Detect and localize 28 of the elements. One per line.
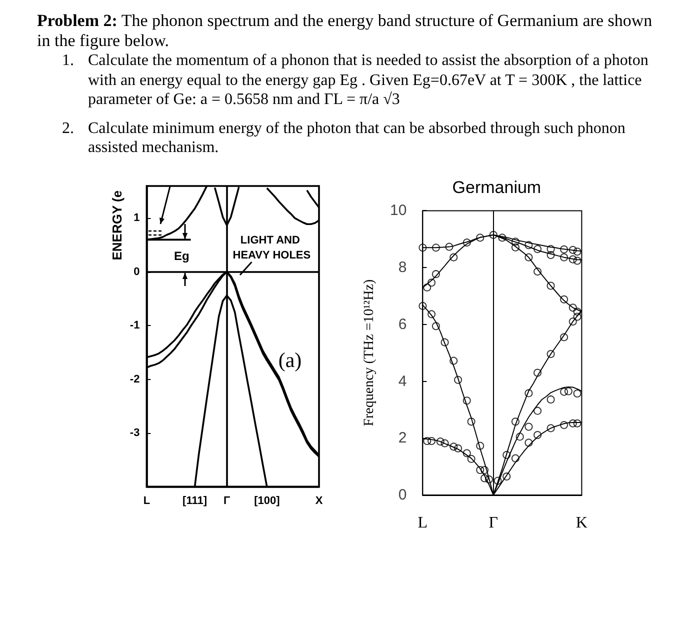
- text: Problem 2: The phonon spectrum and the energy band structure of Germanium are shown in the figure below.: [37, 11, 654, 51]
- y-tick-label: -3: [130, 427, 140, 440]
- y-tick-label: 2: [398, 430, 407, 447]
- x-tick-label: Γ: [488, 514, 498, 532]
- text: 2. Calculate minimum energy of the photon that can be absorbed through such phonon assisted mechanism.: [61, 118, 626, 158]
- annotation: LIGHT AND HEAVY HOLES: [232, 234, 311, 262]
- y-tick-label: 4: [398, 372, 407, 390]
- annotation: Eg: [174, 249, 190, 263]
- y-tick-label: 10: [390, 202, 407, 220]
- x-tick-label: L: [143, 495, 150, 508]
- y-axis-title: ENERGY (e: [110, 190, 125, 260]
- x-tick-label: L: [418, 514, 428, 532]
- y-tick-label: 8: [398, 259, 407, 276]
- text: 1. Calculate the momentum of a phonon that is needed to assist the absorption of a photon with an energy equal to the energy gap Eg . Given Eg=0.67eV at T = 300K , the lattice parameter of Ge: a = 0.5658 nm and ΓL = π/a √3: [61, 51, 650, 110]
- x-tick-label: Γ: [224, 495, 231, 508]
- y-tick-label: 0: [134, 266, 140, 278]
- x-tick-label: [111]: [182, 495, 208, 508]
- y-tick-label: 1: [134, 212, 140, 224]
- y-axis-title: Frequency (THz =10¹²Hz): [362, 279, 378, 426]
- x-tick-label: X: [315, 495, 324, 508]
- annotation: (a): [278, 348, 302, 372]
- y-tick-label: -2: [130, 373, 140, 386]
- x-tick-label: [100]: [254, 495, 280, 508]
- y-tick-label: -1: [130, 320, 140, 332]
- chart-title: Germanium: [452, 178, 542, 197]
- x-tick-label: K: [576, 514, 588, 532]
- y-tick-label: 0: [398, 486, 407, 504]
- y-tick-label: 6: [398, 316, 407, 333]
